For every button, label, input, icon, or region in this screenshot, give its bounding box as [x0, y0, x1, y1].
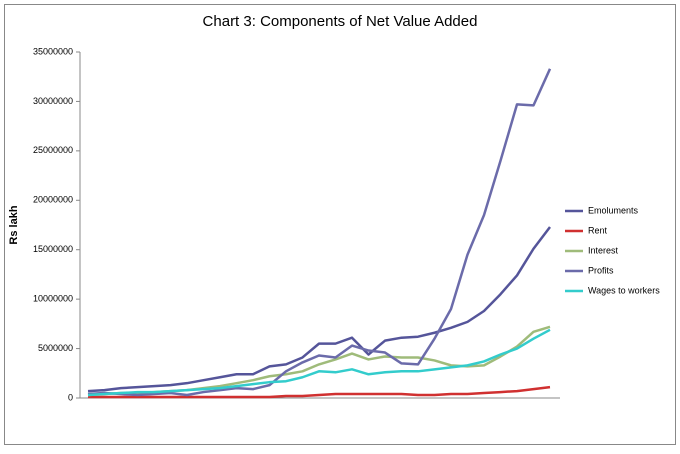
y-tick-label: 15000000 [33, 244, 73, 254]
series-line [87, 328, 551, 397]
y-tick-label: 30000000 [33, 96, 73, 106]
y-tick-label: 25000000 [33, 145, 73, 155]
legend-label: Rent [588, 225, 608, 235]
legend-label: Profits [588, 265, 614, 275]
legend-label: Interest [588, 245, 619, 255]
y-axis-label: Rs lakh [8, 205, 20, 244]
series-line [88, 385, 551, 399]
series-line [87, 68, 552, 397]
y-tick-label: 0 [68, 392, 73, 402]
series-line [87, 226, 551, 393]
y-tick-label: 35000000 [33, 46, 73, 56]
chart-border [4, 4, 676, 445]
y-tick-label: 10000000 [33, 294, 73, 304]
legend-label: Wages to workers [588, 285, 660, 295]
legend-label: Emoluments [588, 205, 639, 215]
chart-title: Chart 3: Components of Net Value Added [203, 13, 478, 30]
y-tick-label: 5000000 [38, 343, 73, 353]
y-tick-label: 20000000 [33, 195, 73, 205]
